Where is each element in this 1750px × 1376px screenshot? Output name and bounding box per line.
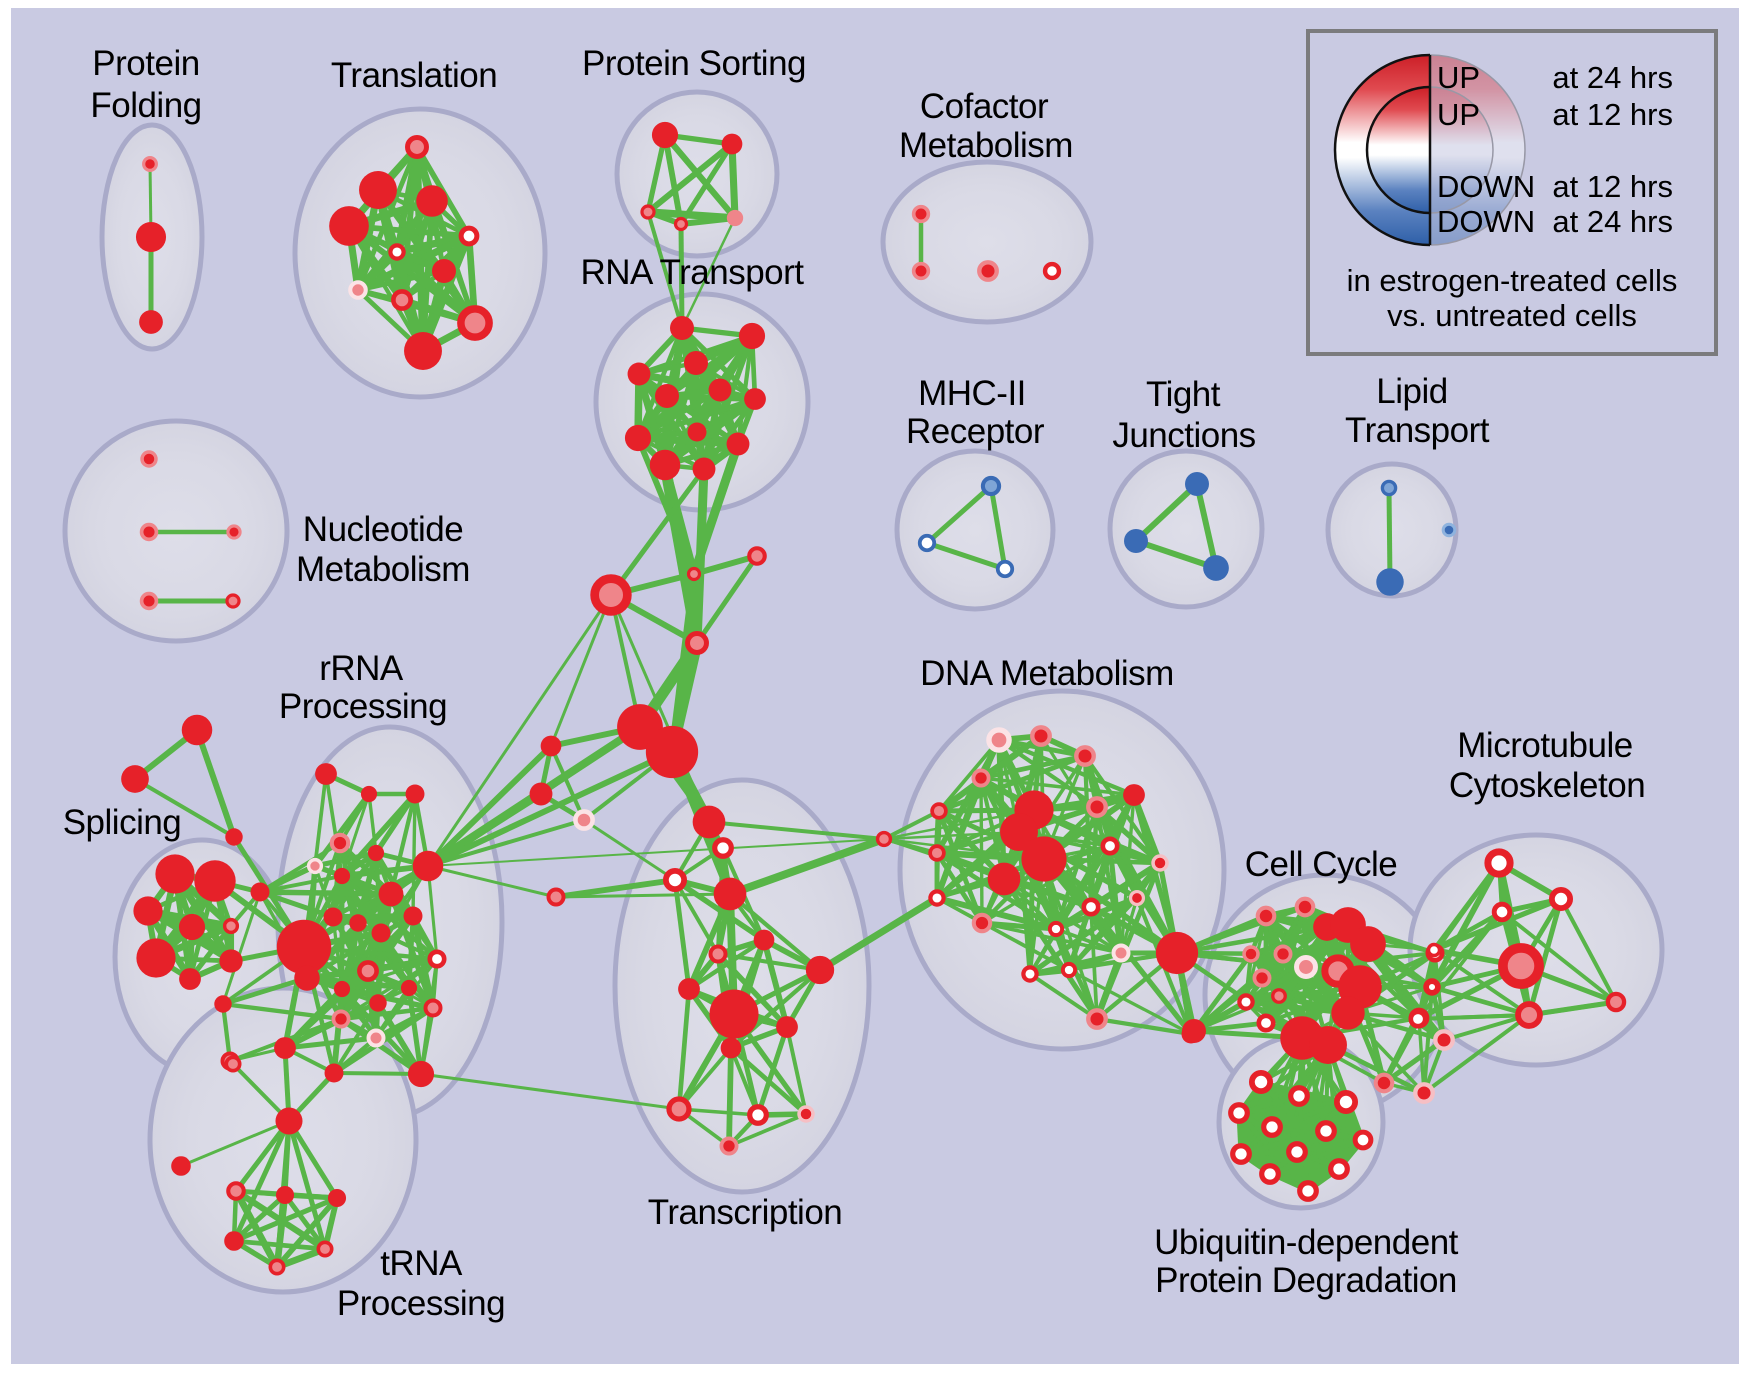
svg-text:Metabolism: Metabolism	[899, 126, 1073, 165]
svg-text:Translation: Translation	[331, 56, 497, 95]
svg-text:Folding: Folding	[90, 86, 201, 125]
svg-text:vs. untreated cells: vs. untreated cells	[1387, 298, 1637, 333]
svg-text:Nucleotide: Nucleotide	[303, 510, 463, 549]
svg-text:Cell Cycle: Cell Cycle	[1245, 845, 1398, 884]
svg-text:Splicing: Splicing	[63, 803, 182, 842]
svg-text:in estrogen-treated cells: in estrogen-treated cells	[1347, 263, 1678, 298]
svg-text:Receptor: Receptor	[906, 412, 1045, 451]
svg-text:Processing: Processing	[279, 687, 447, 726]
svg-text:Lipid: Lipid	[1376, 372, 1447, 411]
svg-text:DNA Metabolism: DNA Metabolism	[920, 654, 1174, 693]
svg-text:UP: UP	[1437, 60, 1480, 95]
svg-text:Metabolism: Metabolism	[296, 550, 470, 589]
svg-text:DOWN: DOWN	[1437, 169, 1535, 204]
svg-text:at 12 hrs: at 12 hrs	[1552, 169, 1673, 204]
svg-text:at 24 hrs: at 24 hrs	[1552, 60, 1673, 95]
svg-text:RNA Transport: RNA Transport	[580, 253, 804, 292]
svg-text:tRNA: tRNA	[380, 1244, 463, 1283]
svg-text:DOWN: DOWN	[1437, 204, 1535, 239]
svg-text:Junctions: Junctions	[1112, 416, 1255, 455]
svg-text:Transcription: Transcription	[648, 1193, 843, 1232]
svg-text:at 24 hrs: at 24 hrs	[1552, 204, 1673, 239]
svg-text:Transport: Transport	[1345, 411, 1490, 450]
svg-text:rRNA: rRNA	[319, 649, 404, 688]
svg-text:Cytoskeleton: Cytoskeleton	[1449, 766, 1645, 805]
svg-text:Protein Degradation: Protein Degradation	[1155, 1261, 1457, 1300]
svg-text:Protein Sorting: Protein Sorting	[582, 44, 806, 83]
svg-text:Ubiquitin-dependent: Ubiquitin-dependent	[1154, 1223, 1459, 1262]
svg-text:UP: UP	[1437, 97, 1480, 132]
svg-text:Protein: Protein	[92, 44, 199, 83]
svg-text:Cofactor: Cofactor	[920, 87, 1049, 126]
svg-text:Tight: Tight	[1146, 375, 1221, 414]
svg-text:Processing: Processing	[337, 1284, 505, 1323]
svg-text:MHC-II: MHC-II	[918, 374, 1026, 413]
svg-text:Microtubule: Microtubule	[1457, 726, 1632, 765]
svg-text:at 12 hrs: at 12 hrs	[1552, 97, 1673, 132]
